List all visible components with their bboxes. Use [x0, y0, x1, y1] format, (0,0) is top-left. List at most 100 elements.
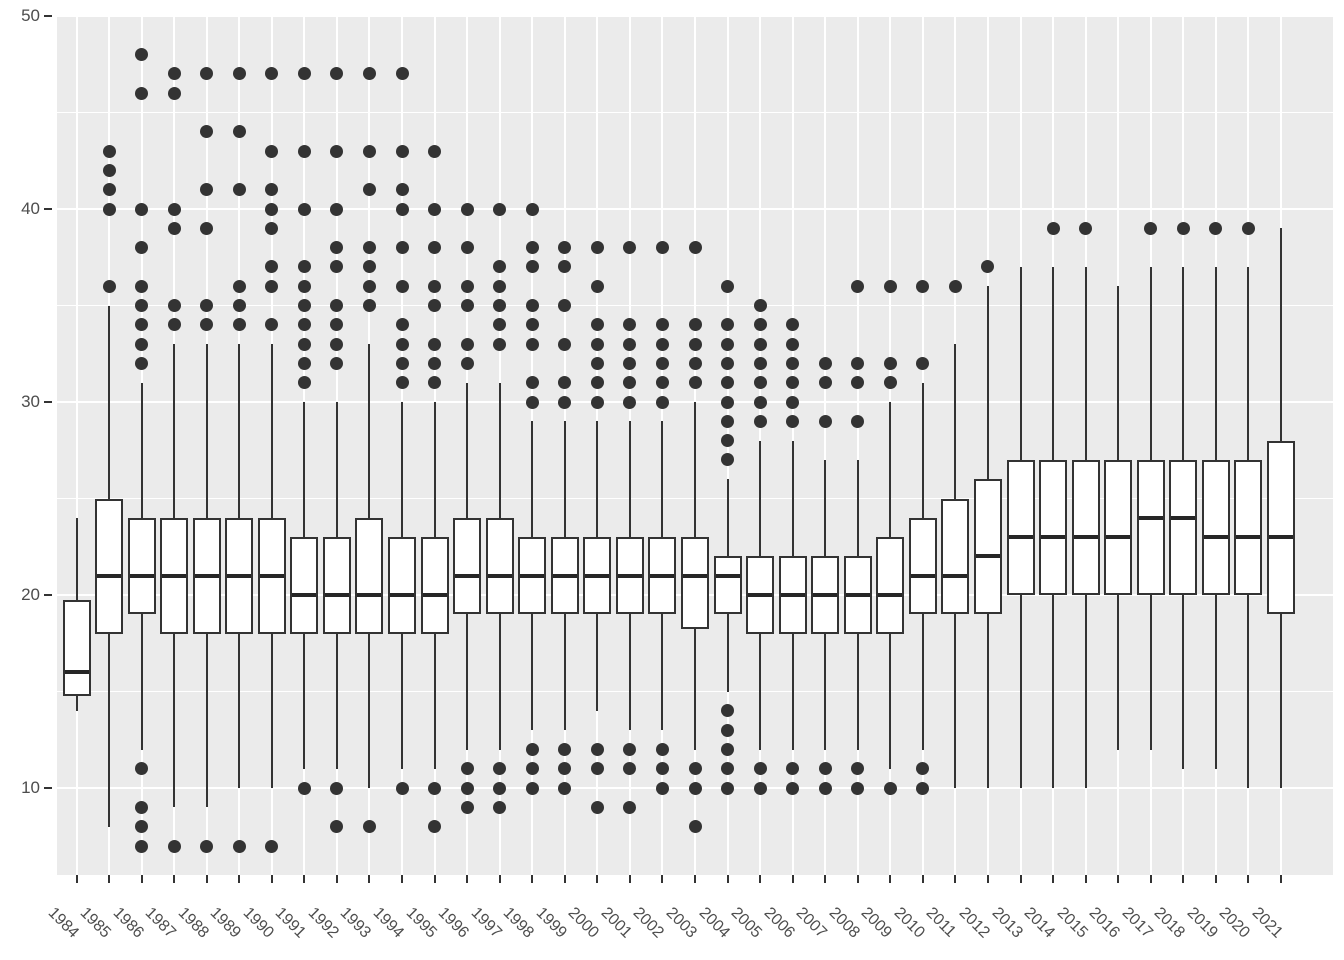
median-line: [324, 593, 349, 598]
outlier-point: [428, 376, 442, 390]
vertical-gridline: [856, 15, 859, 875]
x-axis-tick-label: 2004: [695, 904, 733, 942]
outlier-point: [330, 318, 344, 332]
outlier-point: [428, 356, 442, 370]
median-line: [1268, 535, 1293, 540]
outlier-point: [753, 781, 767, 795]
whisker-lower: [238, 633, 241, 789]
outlier-point: [558, 260, 572, 274]
x-axis-tick: [759, 875, 762, 883]
outlier-point: [330, 356, 344, 370]
whisker-upper: [303, 402, 306, 538]
x-axis-tick-label: 1997: [467, 904, 505, 942]
outlier-point: [428, 781, 442, 795]
outlier-point: [655, 762, 669, 776]
outlier-point: [590, 376, 604, 390]
outlier-point: [688, 820, 702, 834]
outlier-point: [753, 762, 767, 776]
outlier-point: [525, 781, 539, 795]
whisker-upper: [433, 402, 436, 538]
x-axis-tick-label: 2002: [630, 904, 668, 942]
outlier-point: [265, 67, 279, 81]
outlier-point: [688, 762, 702, 776]
outlier-point: [297, 144, 311, 158]
outlier-point: [688, 337, 702, 351]
whisker-lower: [335, 633, 338, 769]
outlier-point: [753, 318, 767, 332]
box: [681, 537, 709, 629]
outlier-point: [590, 318, 604, 332]
outlier-point: [460, 781, 474, 795]
outlier-point: [135, 839, 149, 853]
whisker-lower: [1117, 595, 1120, 750]
outlier-point: [851, 279, 865, 293]
median-line: [455, 573, 480, 578]
x-axis-tick-label: 2021: [1248, 904, 1286, 942]
outlier-point: [721, 723, 735, 737]
whisker-upper: [1019, 266, 1022, 460]
outlier-point: [265, 839, 279, 853]
median-line: [227, 573, 252, 578]
outlier-point: [525, 395, 539, 409]
whisker-upper: [694, 402, 696, 538]
x-axis-tick: [433, 875, 436, 883]
whisker-lower: [889, 633, 892, 769]
whisker-upper: [1182, 266, 1185, 460]
y-axis-tick: [44, 594, 52, 597]
x-axis-tick: [270, 875, 273, 883]
x-axis-tick: [205, 875, 208, 883]
outlier-point: [786, 414, 800, 428]
box: [485, 517, 514, 615]
outlier-point: [395, 356, 409, 370]
outlier-point: [590, 337, 604, 351]
x-axis-tick-label: 2003: [662, 904, 700, 942]
outlier-point: [395, 144, 409, 158]
outlier-point: [493, 800, 507, 814]
whisker-lower: [140, 614, 143, 750]
whisker-upper: [628, 421, 631, 538]
whisker-lower: [1279, 614, 1282, 789]
whisker-upper: [108, 305, 111, 499]
box: [290, 537, 319, 634]
outlier-point: [753, 414, 767, 428]
outlier-point: [428, 299, 442, 313]
vertical-gridline: [824, 15, 827, 875]
outlier-point: [265, 221, 279, 235]
box: [1266, 440, 1295, 615]
outlier-point: [395, 202, 409, 216]
median-line: [194, 573, 219, 578]
box: [95, 498, 124, 634]
outlier-point: [883, 356, 897, 370]
whisker-upper: [824, 459, 827, 557]
outlier-point: [493, 279, 507, 293]
whisker-upper: [1149, 266, 1152, 460]
outlier-point: [460, 800, 474, 814]
whisker-lower: [596, 614, 599, 711]
x-axis-tick: [303, 875, 306, 883]
median-line: [259, 573, 284, 578]
outlier-point: [460, 241, 474, 255]
outlier-point: [232, 299, 246, 313]
outlier-point: [297, 376, 311, 390]
outlier-point: [655, 241, 669, 255]
median-line: [1041, 535, 1066, 540]
outlier-point: [265, 260, 279, 274]
x-axis-tick-label: 2013: [988, 904, 1026, 942]
outlier-point: [460, 299, 474, 313]
outlier-point: [297, 299, 311, 313]
outlier-point: [721, 453, 735, 467]
median-line: [878, 593, 903, 598]
outlier-point: [883, 781, 897, 795]
outlier-point: [362, 279, 376, 293]
x-axis-tick-label: 2018: [1150, 904, 1189, 942]
outlier-point: [655, 356, 669, 370]
outlier-point: [558, 781, 572, 795]
outlier-point: [786, 337, 800, 351]
outlier-point: [102, 144, 116, 158]
outlier-point: [200, 183, 214, 197]
outlier-point: [753, 356, 767, 370]
outlier-point: [167, 86, 181, 100]
outlier-point: [135, 279, 149, 293]
outlier-point: [135, 356, 149, 370]
